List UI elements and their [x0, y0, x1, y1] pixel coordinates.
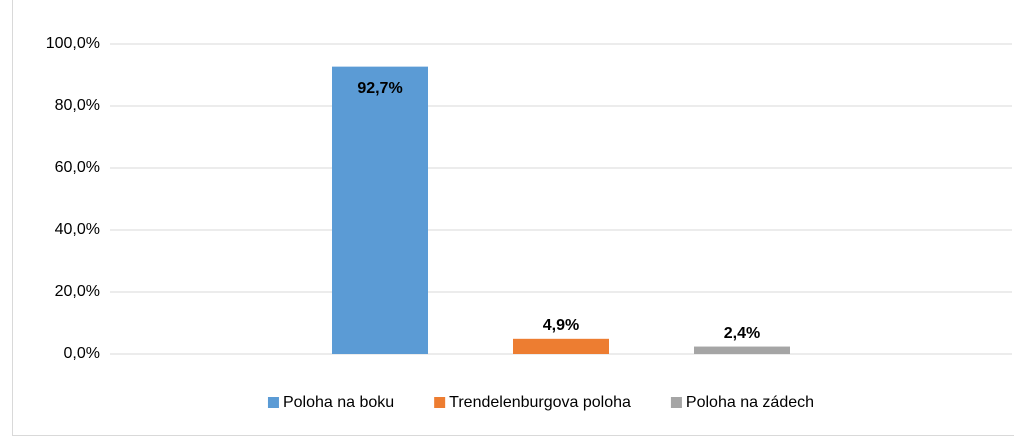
legend-label: Trendelenburgova poloha: [449, 394, 631, 411]
y-tick-label: 0,0%: [64, 345, 100, 362]
legend-swatch: [670, 397, 682, 408]
y-tick-label: 100,0%: [46, 35, 100, 52]
bar: [513, 338, 609, 354]
y-tick-label: 20,0%: [55, 283, 100, 300]
y-tick-label: 60,0%: [55, 159, 100, 176]
legend-label: Poloha na zádech: [686, 394, 814, 411]
data-label: 2,4%: [724, 325, 760, 342]
bar: [332, 66, 428, 354]
chart-frame: [12, 0, 1014, 436]
legend-swatch: [267, 397, 279, 408]
legend-swatch: [434, 397, 446, 408]
bar: [694, 346, 790, 354]
legend-label: Poloha na boku: [283, 394, 394, 411]
y-tick-label: 40,0%: [55, 221, 100, 238]
data-label: 92,7%: [357, 80, 402, 97]
data-label: 4,9%: [543, 317, 579, 334]
y-tick-label: 80,0%: [55, 97, 100, 114]
